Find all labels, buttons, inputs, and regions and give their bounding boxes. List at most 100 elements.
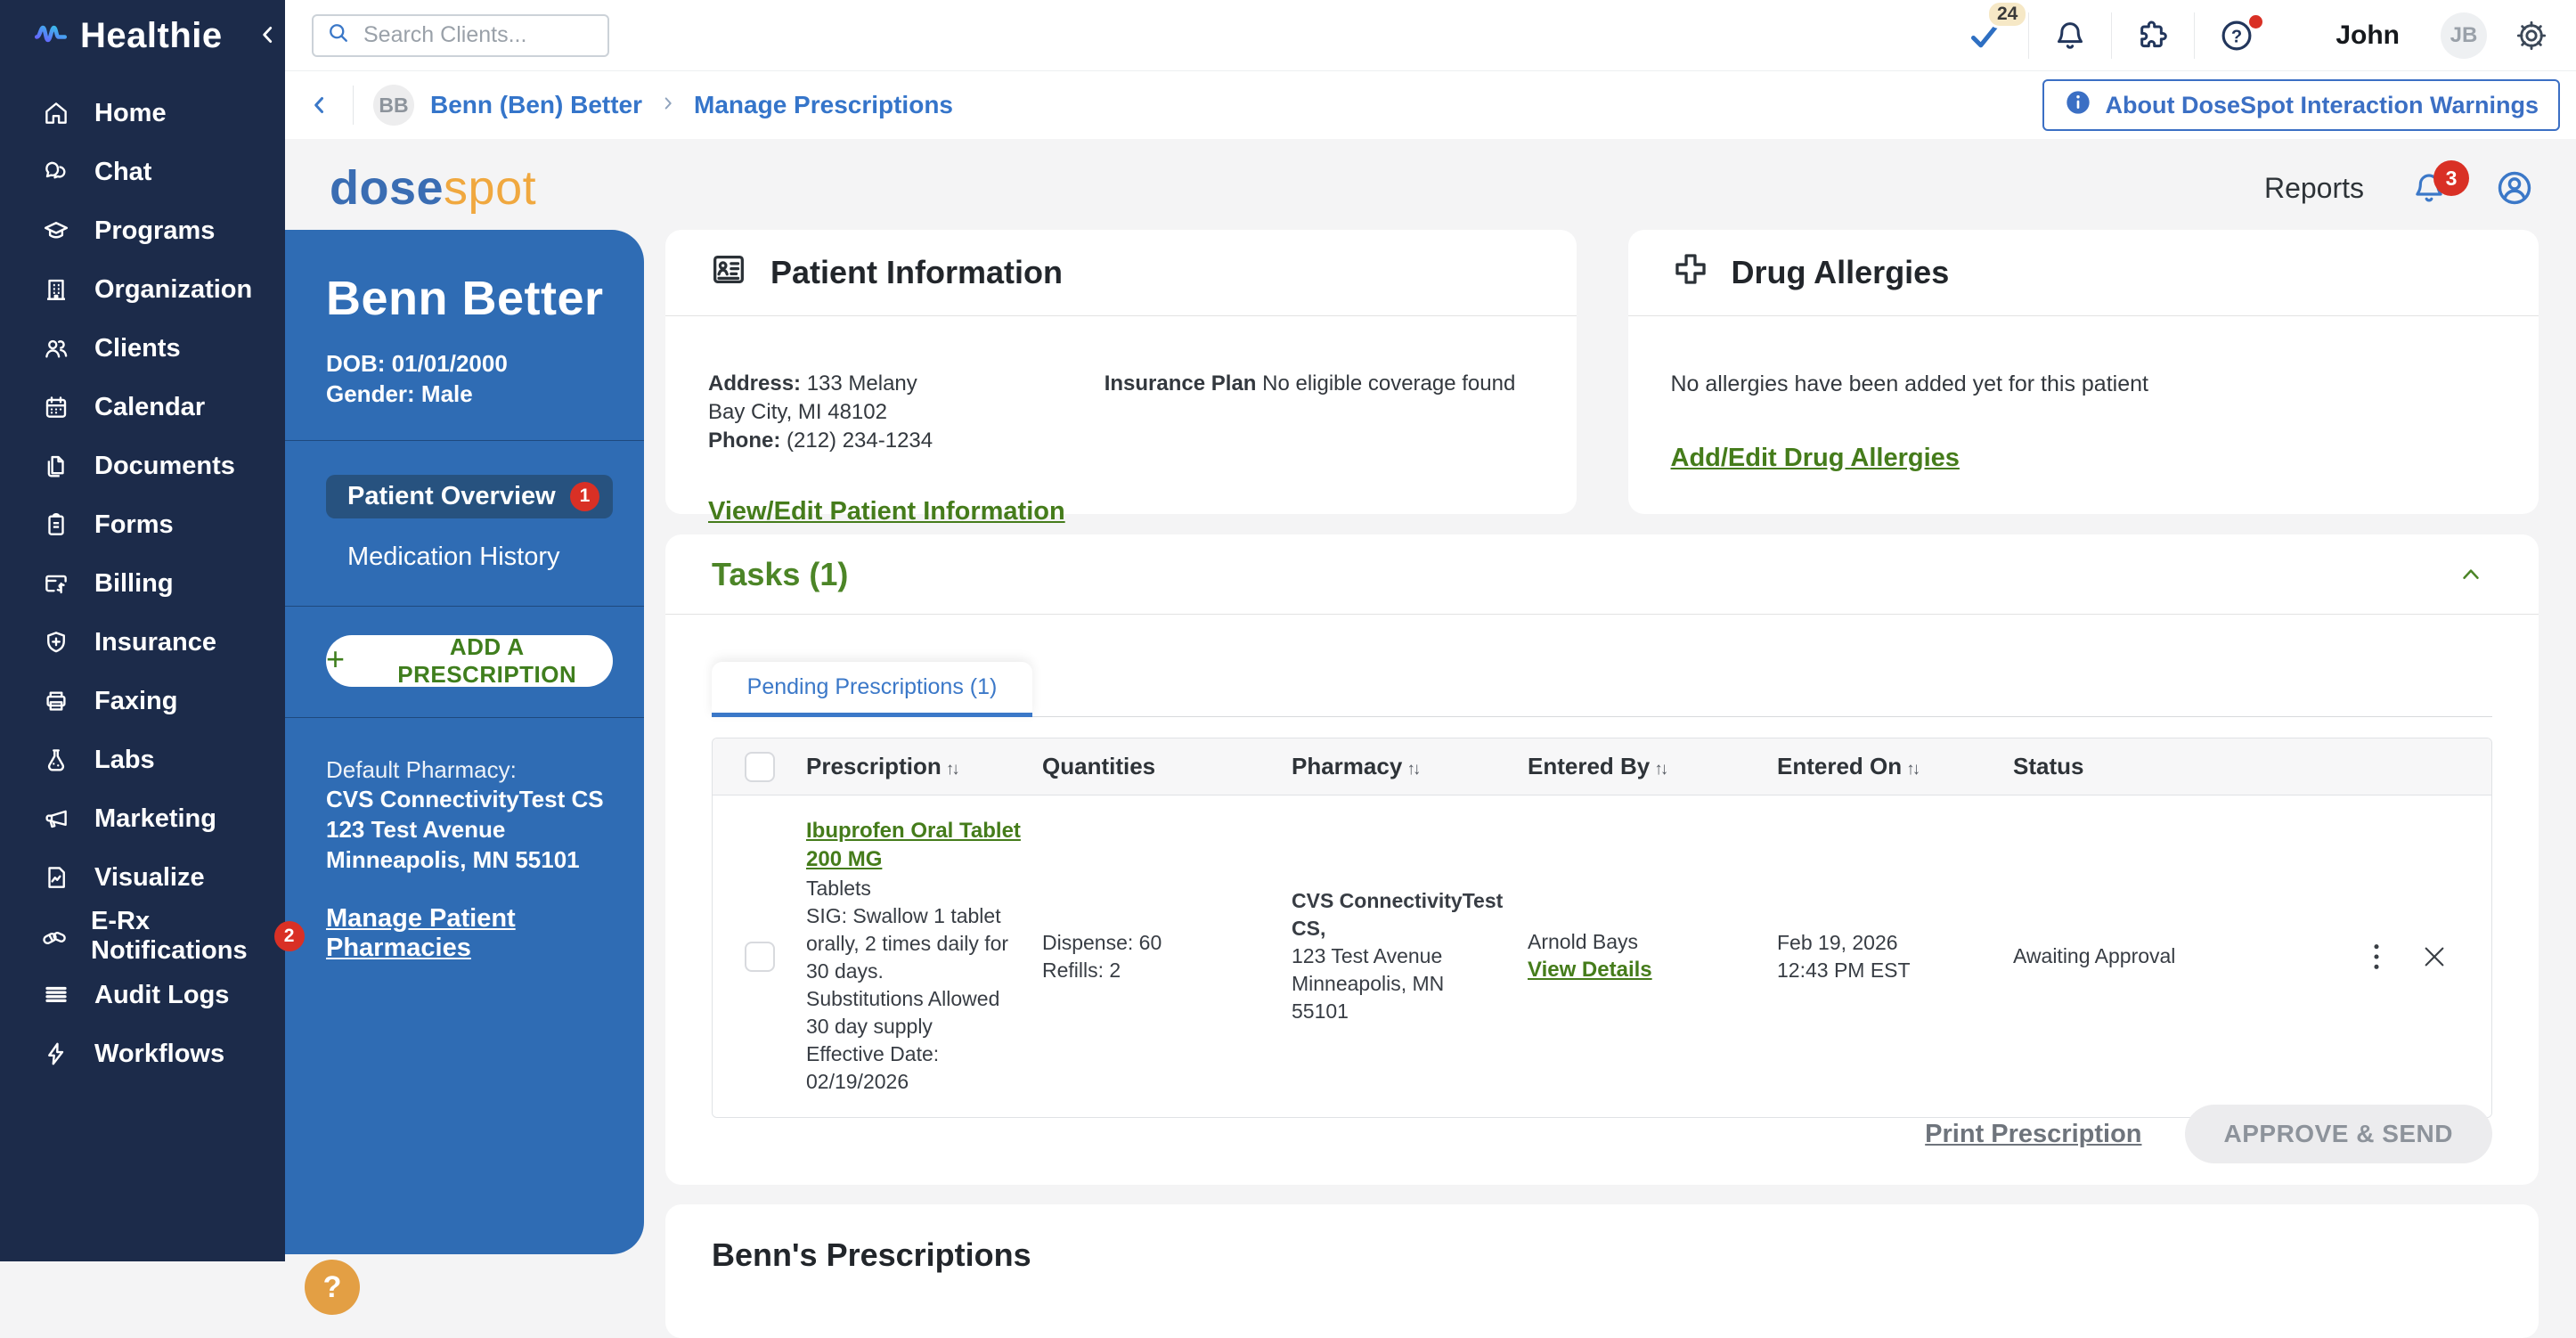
pharmacy-city: Minneapolis, MN 55101: [326, 845, 580, 873]
sidebar-item-clients[interactable]: Clients: [0, 319, 285, 378]
sort-icon[interactable]: ↑↓: [945, 760, 960, 779]
address-line: Address: 133 Melany: [708, 370, 1105, 398]
info-icon: [2064, 88, 2092, 123]
column-entered-by[interactable]: Entered By ↑↓: [1528, 753, 1777, 780]
breadcrumb-bar: BB Benn (Ben) Better Manage Prescription…: [285, 71, 2576, 139]
column-label: Status: [2013, 753, 2084, 779]
sidebar-collapse-icon[interactable]: [257, 20, 280, 53]
prescription-row: Ibuprofen Oral Tablet 200 MG Tablets SIG…: [713, 795, 2491, 1118]
sidebar-item-visualize[interactable]: Visualize: [0, 848, 285, 907]
sidebar-item-marketing[interactable]: Marketing: [0, 789, 285, 848]
dosespot-logo-spot: spot: [444, 161, 537, 215]
sidebar-item-programs[interactable]: Programs: [0, 201, 285, 260]
printer-icon: [41, 688, 71, 714]
refills: Refills: 2: [1042, 958, 1121, 982]
tasks-header: Tasks (1): [665, 534, 2539, 615]
dosespot-account-icon[interactable]: [2494, 167, 2535, 208]
sidebar-item-billing[interactable]: Billing: [0, 554, 285, 613]
row-pharmacy-zip: 55101: [1292, 999, 1349, 1024]
drug-name-link[interactable]: Ibuprofen Oral Tablet 200 MG: [806, 819, 1021, 872]
sidebar-item-home[interactable]: Home: [0, 84, 285, 143]
settings-gear-icon[interactable]: [2514, 18, 2549, 53]
column-entered-on[interactable]: Entered On ↑↓: [1777, 753, 2013, 780]
main-column: 24 ? John JB: [285, 0, 2576, 1338]
sort-icon[interactable]: ↑↓: [1654, 760, 1668, 779]
integrations-puzzle-icon[interactable]: [2112, 18, 2194, 53]
sidebar-item-organization[interactable]: Organization: [0, 260, 285, 319]
shield-icon: [41, 629, 71, 656]
kebab-menu-icon[interactable]: [2370, 942, 2383, 972]
column-pharmacy[interactable]: Pharmacy ↑↓: [1292, 753, 1528, 780]
sidebar-item-faxing[interactable]: Faxing: [0, 672, 285, 730]
sidebar-item-label: Workflows: [94, 1039, 225, 1068]
dosespot-topbar-right: Reports 3: [2263, 160, 2535, 208]
tab-pending-prescriptions[interactable]: Pending Prescriptions (1): [712, 662, 1032, 717]
sidebar-item-label: Home: [94, 98, 167, 127]
sidebar-item-insurance[interactable]: Insurance: [0, 613, 285, 672]
sidebar-item-chat[interactable]: Chat: [0, 143, 285, 201]
sidebar-item-labs[interactable]: Labs: [0, 730, 285, 789]
back-chevron-icon[interactable]: [306, 90, 333, 120]
sidebar-item-label: Faxing: [94, 686, 178, 715]
documents-icon: [41, 453, 71, 479]
column-label: Entered By: [1528, 753, 1651, 779]
row-pharmacy-city: Minneapolis, MN: [1292, 972, 1445, 996]
search-input[interactable]: [363, 22, 595, 48]
healthie-logo-icon: [32, 15, 69, 57]
sidebar-item-calendar[interactable]: Calendar: [0, 378, 285, 436]
notifications-bell-icon[interactable]: [2029, 18, 2111, 53]
sidebar-item-workflows[interactable]: Workflows: [0, 1024, 285, 1083]
status-cell: Awaiting Approval: [2013, 944, 2176, 968]
overview-badge: 1: [570, 481, 599, 511]
panel-tab-patient-overview[interactable]: Patient Overview 1: [326, 474, 613, 518]
sidebar: Healthie Home Chat Programs Organization…: [0, 0, 305, 1261]
view-details-link[interactable]: View Details: [1528, 957, 1652, 982]
sidebar-item-documents[interactable]: Documents: [0, 436, 285, 495]
address-value: 133 Melany: [806, 371, 917, 396]
tasks-count-badge: 24: [1985, 0, 2029, 29]
prescriptions-table: Prescription ↑↓ Quantities Pharmacy ↑↓ Ent…: [712, 738, 2492, 1119]
select-all-checkbox[interactable]: [744, 751, 775, 782]
view-edit-patient-link[interactable]: View/Edit Patient Information: [708, 496, 1065, 526]
about-dosespot-button[interactable]: About DoseSpot Interaction Warnings: [2042, 79, 2560, 131]
help-icon[interactable]: ?: [2195, 12, 2278, 54]
sidebar-item-erx-notifications[interactable]: E-Rx Notifications 2: [0, 907, 305, 966]
insurance-line: Insurance Plan No eligible coverage foun…: [1105, 370, 1516, 398]
manage-pharmacies-link[interactable]: Manage Patient Pharmacies: [326, 903, 516, 962]
panel-tab-medication-history[interactable]: Medication History: [347, 542, 560, 571]
sidebar-item-forms[interactable]: Forms: [0, 495, 285, 554]
reports-link[interactable]: Reports: [2263, 171, 2364, 204]
list-lines-icon: [41, 982, 71, 1008]
erx-badge: 2: [273, 921, 305, 951]
help-fab-button[interactable]: ?: [305, 1260, 360, 1315]
address-label: Address:: [708, 371, 802, 396]
patient-information-body: Address: 133 Melany Bay City, MI 48102 P…: [708, 316, 1534, 528]
patient-information-card: Patient Information Address: 133 Melany …: [665, 230, 1577, 526]
drug-supply: 30 day supply: [806, 1015, 933, 1039]
dosespot-bell-icon[interactable]: 3: [2410, 160, 2469, 207]
add-edit-allergies-link[interactable]: Add/Edit Drug Allergies: [1670, 444, 1960, 472]
approve-send-button[interactable]: APPROVE & SEND: [2184, 1105, 2492, 1163]
divider: [285, 716, 644, 718]
sort-icon[interactable]: ↑↓: [1406, 760, 1421, 779]
column-prescription[interactable]: Prescription ↑↓: [806, 753, 1042, 780]
sidebar-item-audit-logs[interactable]: Audit Logs: [0, 966, 285, 1024]
tasks-check-button[interactable]: 24: [1941, 0, 2029, 53]
search-box[interactable]: [312, 13, 609, 57]
clipboard-icon: [41, 511, 71, 538]
user-avatar[interactable]: JB: [2441, 12, 2487, 59]
breadcrumb-current-page[interactable]: Manage Prescriptions: [694, 91, 953, 118]
close-icon[interactable]: [2420, 942, 2449, 971]
collapse-chevron-up-icon[interactable]: [2453, 561, 2489, 588]
brand-header: Healthie: [0, 0, 285, 71]
row-checkbox[interactable]: [744, 941, 775, 972]
tasks-card: Tasks (1) Pending Prescriptions (1) Pres…: [665, 534, 2539, 1185]
sort-icon[interactable]: ↑↓: [1906, 760, 1920, 779]
building-icon: [41, 276, 71, 303]
print-prescription-link[interactable]: Print Prescription: [1925, 1119, 2142, 1148]
contact-card-icon: [708, 249, 749, 298]
phone-label: Phone:: [708, 428, 781, 453]
add-prescription-button[interactable]: + ADD A PRESCRIPTION: [326, 633, 613, 688]
user-name[interactable]: John: [2336, 20, 2400, 50]
breadcrumb-patient-link[interactable]: Benn (Ben) Better: [430, 91, 643, 118]
